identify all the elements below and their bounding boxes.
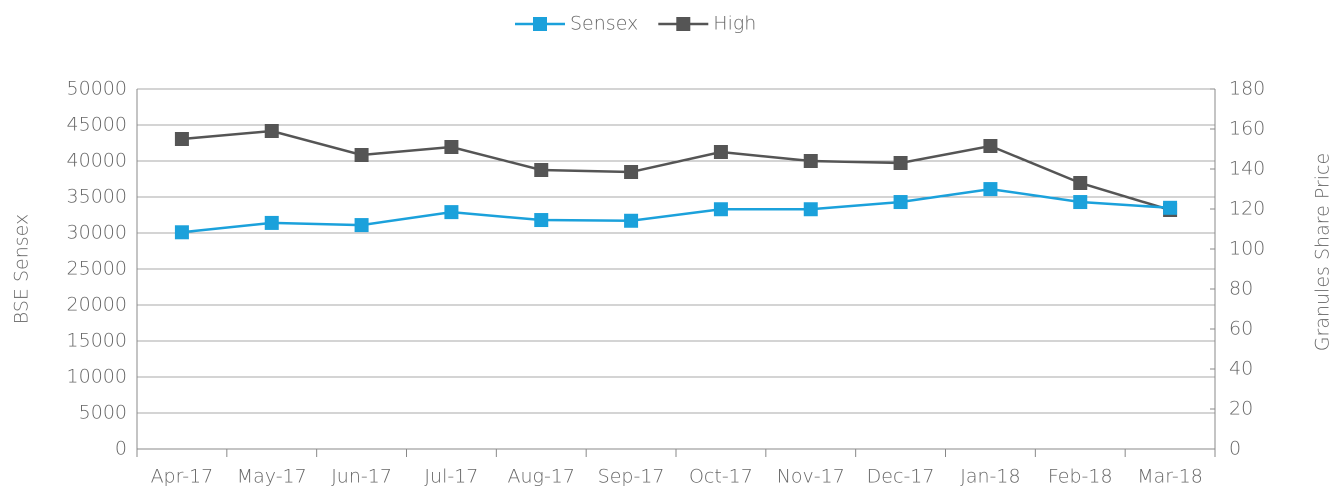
y2-tick-label: 180 (1229, 78, 1265, 100)
x-tick-label: Nov-17 (777, 466, 845, 488)
point-marker (444, 205, 459, 220)
point-marker (354, 148, 369, 162)
legend-label: Sensex (570, 13, 638, 35)
series-line (181, 187, 1171, 234)
x-tick-label: Oct-17 (689, 466, 753, 488)
point-marker (803, 154, 818, 168)
x-tick-label: Jan-18 (960, 466, 1020, 488)
y2-axis-title: Granules Share Price (1312, 153, 1334, 351)
x-tick-label: Dec-17 (867, 466, 935, 488)
y-tick-label: 25000 (67, 258, 127, 280)
x-tick-label: Apr-17 (151, 466, 214, 488)
y2-tick-label: 160 (1229, 118, 1265, 140)
point-marker (803, 202, 818, 217)
point-marker (174, 225, 189, 240)
point-marker (1073, 176, 1088, 190)
y2-tick-label: 40 (1229, 358, 1253, 380)
point-marker (893, 156, 908, 170)
y-tick-label: 30000 (67, 222, 127, 244)
y-tick-label: 0 (115, 438, 127, 460)
point-marker (174, 132, 189, 146)
point-marker (1073, 195, 1088, 210)
y-tick-label: 50000 (67, 78, 127, 100)
point-marker (264, 215, 279, 230)
y2-tick-label: 80 (1229, 278, 1253, 300)
x-tick-label: Feb-18 (1048, 466, 1113, 488)
y-tick-label: 15000 (67, 330, 127, 352)
legend-marker (533, 17, 547, 31)
legend-marker (676, 17, 691, 31)
x-tick-label: May-17 (237, 466, 307, 488)
y-tick-label: 45000 (67, 114, 127, 136)
point-marker (264, 124, 279, 138)
point-marker (893, 195, 908, 210)
point-marker (983, 139, 998, 153)
x-tick-label: Jul-17 (424, 466, 478, 488)
y-tick-label: 10000 (67, 366, 127, 388)
x-tick-label: Sep-17 (598, 466, 665, 488)
point-marker (444, 140, 459, 154)
y2-tick-label: 100 (1229, 238, 1265, 260)
point-marker (624, 213, 639, 228)
point-marker (354, 218, 369, 233)
point-marker (534, 213, 549, 228)
y-tick-label: 20000 (67, 294, 127, 316)
y-axis-title: BSE Sensex (11, 214, 33, 325)
y-tick-label: 35000 (67, 186, 127, 208)
y2-tick-label: 60 (1229, 318, 1253, 340)
y2-tick-label: 0 (1229, 438, 1241, 460)
y2-tick-label: 20 (1229, 398, 1253, 420)
y2-tick-label: 140 (1229, 158, 1265, 180)
legend-label: High (713, 13, 756, 35)
x-tick-label: Aug-17 (508, 466, 575, 488)
point-marker (624, 165, 639, 179)
point-marker (713, 202, 728, 217)
y-tick-label: 40000 (67, 150, 127, 172)
x-tick-label: Jun-17 (331, 466, 392, 488)
point-marker (1163, 200, 1178, 215)
x-tick-label: Mar-18 (1137, 466, 1203, 488)
y2-tick-label: 120 (1229, 198, 1265, 220)
point-marker (983, 182, 998, 197)
series-line (181, 129, 1171, 212)
point-marker (713, 145, 728, 159)
point-marker (534, 163, 549, 177)
y-tick-label: 5000 (79, 402, 127, 424)
